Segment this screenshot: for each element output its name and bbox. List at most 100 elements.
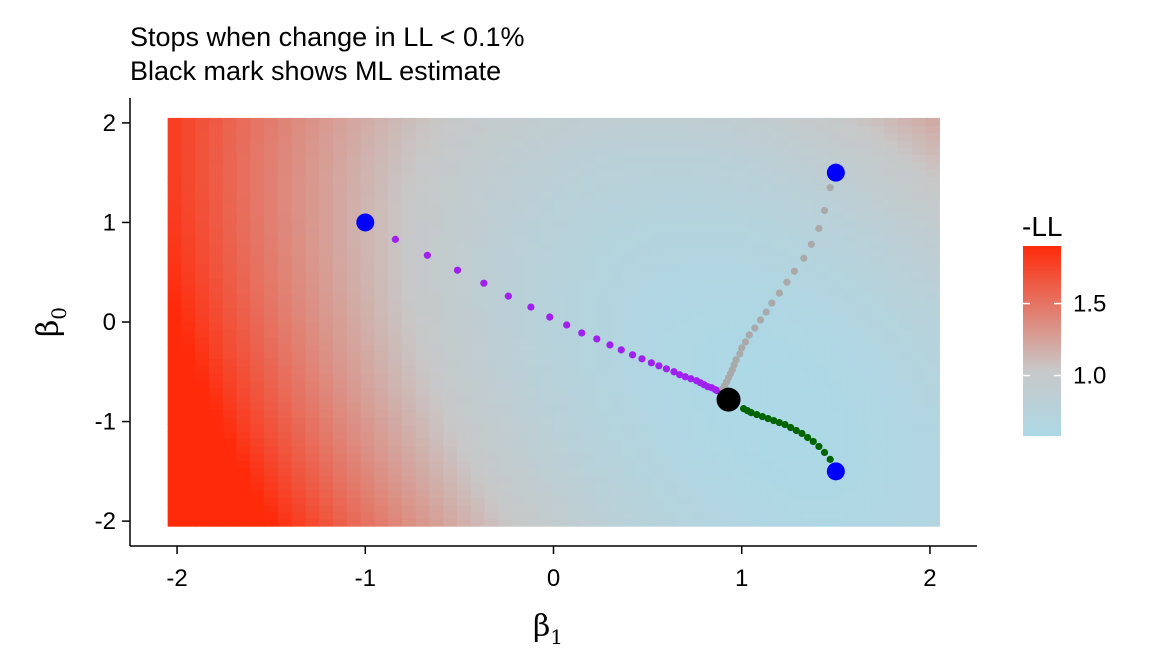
heatmap-cell: [195, 278, 210, 287]
heatmap-cell: [277, 278, 293, 287]
heatmap-cell: [622, 387, 637, 396]
heatmap-cell: [333, 125, 348, 134]
heatmap-cell: [484, 438, 499, 447]
heatmap-cell: [691, 219, 706, 228]
heatmap-cell: [484, 424, 499, 432]
heatmap-cell: [925, 234, 940, 243]
heatmap-cell: [884, 234, 899, 243]
heatmap-cell: [553, 263, 568, 272]
heatmap-cell: [333, 241, 348, 250]
heatmap-cell: [773, 358, 789, 367]
heatmap-cell: [264, 117, 279, 126]
heatmap-cell: [691, 234, 706, 243]
heatmap-cell: [401, 132, 417, 141]
heatmap-cell: [195, 351, 210, 360]
heatmap-cell: [636, 475, 651, 483]
heatmap-cell: [222, 329, 238, 338]
heatmap-cell: [773, 409, 789, 418]
heatmap-cell: [663, 300, 679, 309]
heatmap-cell: [636, 212, 651, 221]
heatmap-cell: [884, 117, 899, 126]
heatmap-cell: [539, 183, 555, 192]
heatmap-cell: [636, 453, 651, 462]
heatmap-cell: [512, 489, 527, 498]
heatmap-cell: [388, 387, 403, 396]
heatmap-cell: [608, 416, 623, 425]
heatmap-cell: [470, 314, 486, 323]
heatmap-cell: [732, 358, 748, 367]
heatmap-cell: [374, 336, 389, 345]
heatmap-cell: [512, 329, 527, 338]
heatmap-cell: [622, 270, 637, 279]
heatmap-cell: [457, 168, 472, 177]
heatmap-cell: [250, 329, 265, 338]
heatmap-cell: [346, 219, 362, 228]
heatmap-cell: [773, 329, 789, 338]
heatmap-cell: [401, 314, 417, 323]
heatmap-cell: [181, 336, 196, 345]
heatmap-cell: [622, 132, 637, 141]
heatmap-cell: [415, 482, 431, 491]
heatmap-cell: [181, 219, 196, 228]
heatmap-cell: [470, 278, 486, 287]
heatmap-cell: [553, 453, 568, 462]
heatmap-cell: [222, 161, 238, 170]
heatmap-cell: [911, 460, 927, 469]
heatmap-cell: [388, 380, 403, 389]
heatmap-cell: [773, 168, 789, 177]
heatmap-cell: [705, 278, 720, 287]
heatmap-cell: [594, 176, 610, 185]
heatmap-cell: [746, 190, 761, 199]
heatmap-cell: [457, 460, 472, 469]
heatmap-cell: [801, 496, 816, 505]
heatmap-cell: [181, 117, 196, 126]
heatmap-cell: [732, 139, 748, 148]
heatmap-cell: [581, 190, 596, 199]
heatmap-cell: [539, 373, 555, 381]
heatmap-cell: [539, 307, 555, 316]
heatmap-cell: [388, 241, 403, 250]
heatmap-cell: [553, 278, 568, 287]
heatmap-cell: [829, 205, 844, 214]
heatmap-cell: [760, 147, 775, 155]
heatmap-cell: [594, 198, 610, 206]
heatmap-cell: [842, 409, 858, 418]
heatmap-cell: [346, 511, 362, 520]
heatmap-cell: [401, 285, 417, 294]
heatmap-cell: [870, 482, 885, 491]
heatmap-cell: [649, 496, 665, 505]
heatmap-cell: [884, 424, 899, 432]
heatmap-cell: [181, 314, 196, 323]
heatmap-cell: [677, 438, 692, 447]
heatmap-cell: [622, 256, 637, 265]
heatmap-cell: [208, 511, 224, 520]
heatmap-cell: [333, 314, 348, 323]
heatmap-cell: [443, 234, 458, 243]
heatmap-cell: [553, 431, 568, 440]
heatmap-cell: [319, 438, 334, 447]
heatmap-cell: [884, 125, 899, 134]
heatmap-cell: [525, 453, 541, 462]
heatmap-cell: [677, 300, 692, 309]
heatmap-cell: [925, 518, 940, 527]
heatmap-cell: [401, 227, 417, 236]
heatmap-cell: [250, 256, 265, 265]
heatmap-cell: [581, 475, 596, 483]
heatmap-cell: [305, 380, 320, 389]
heatmap-cell: [484, 453, 499, 462]
heatmap-cell: [484, 278, 499, 287]
heatmap-cell: [856, 132, 872, 141]
heatmap-cell: [346, 460, 362, 469]
heatmap-cell: [277, 241, 293, 250]
heatmap-cell: [539, 198, 555, 206]
heatmap-cell: [925, 292, 940, 301]
heatmap-cell: [429, 511, 444, 520]
heatmap-cell: [470, 227, 486, 236]
heatmap-cell: [277, 358, 293, 367]
heatmap-cell: [567, 322, 582, 330]
heatmap-cell: [581, 147, 596, 155]
heatmap-cell: [277, 482, 293, 491]
heatmap-cell: [236, 168, 251, 177]
heatmap-cell: [870, 424, 885, 432]
heatmap-cell: [236, 387, 251, 396]
